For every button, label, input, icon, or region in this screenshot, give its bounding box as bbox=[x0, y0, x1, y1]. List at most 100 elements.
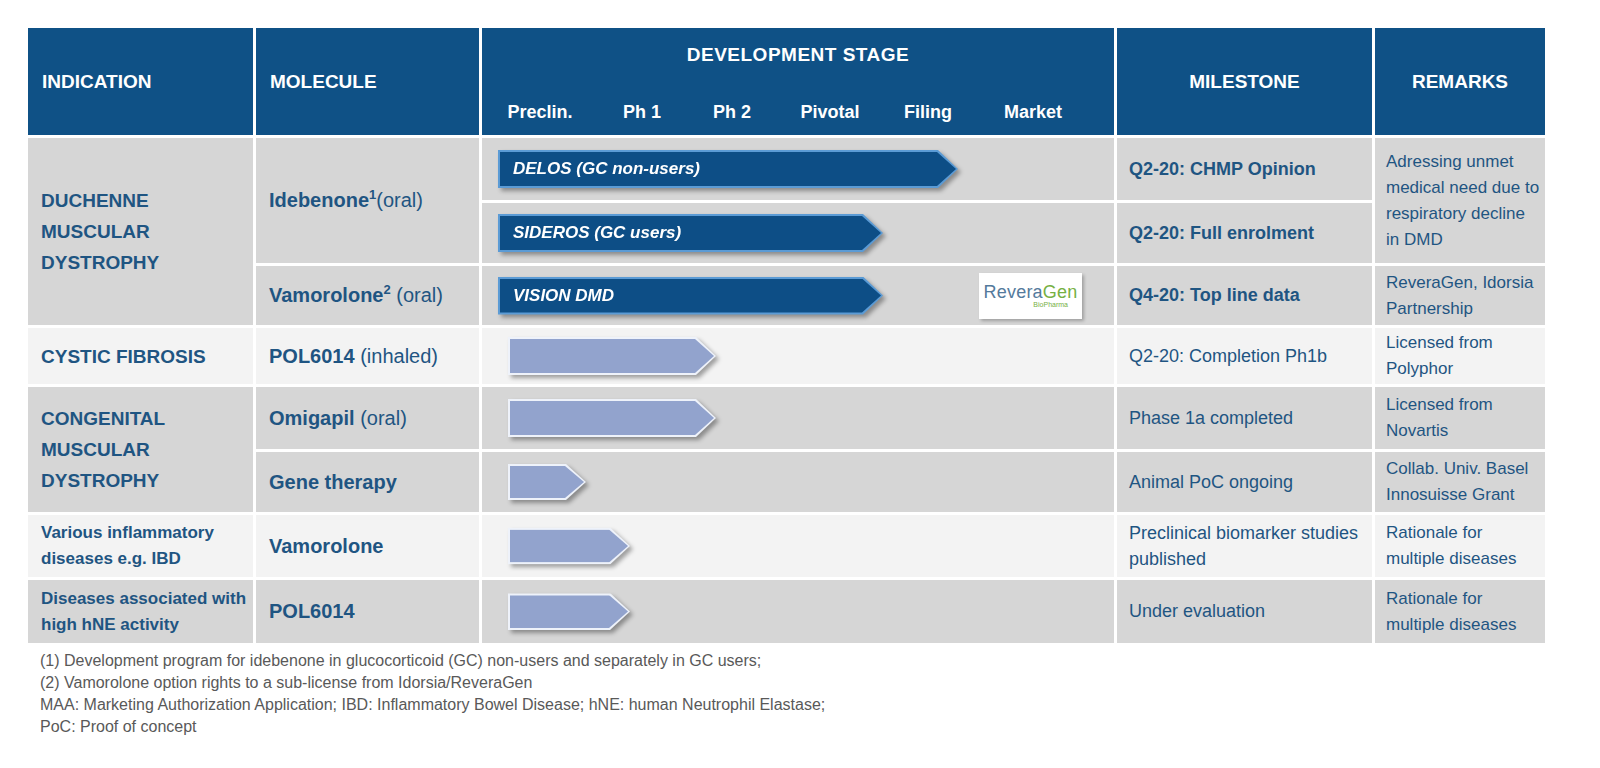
arrow-fill bbox=[510, 339, 714, 373]
molecule-pol6014-hne: POL6014 bbox=[256, 580, 479, 643]
column-header-development-stage: DEVELOPMENT STAGE Preclin. Ph 1 Ph 2 Piv… bbox=[482, 28, 1114, 135]
molecule-label: Vamorolone bbox=[269, 535, 383, 558]
trial-label: VISION DMD bbox=[513, 277, 614, 315]
remark-pol6014-hne: Rationale for multiple diseases bbox=[1375, 580, 1545, 643]
remark-vamorolone-ibd: Rationale for multiple diseases bbox=[1375, 515, 1545, 577]
remark-text: Rationale for multiple diseases bbox=[1386, 520, 1541, 572]
remark-gene-therapy: Collab. Univ. Basel Innosuisse Grant bbox=[1375, 452, 1545, 512]
pipeline-slide: INDICATION MOLECULE DEVELOPMENT STAGE Pr… bbox=[0, 0, 1600, 768]
phase-label-ph2: Ph 2 bbox=[713, 102, 751, 123]
phase-label-pivotal: Pivotal bbox=[800, 102, 859, 123]
remark-dmd: Adressing unmet medical need due to resp… bbox=[1375, 138, 1545, 263]
phase-label-ph1: Ph 1 bbox=[623, 102, 661, 123]
arrow-fill bbox=[510, 595, 628, 628]
header-label: MILESTONE bbox=[1189, 71, 1300, 93]
milestone-text: Q2-20: Full enrolment bbox=[1129, 223, 1314, 244]
footnote-line: PoC: Proof of concept bbox=[40, 716, 825, 738]
milestone-delos: Q2-20: CHMP Opinion bbox=[1117, 138, 1372, 200]
indication-label: CYSTIC FIBROSIS bbox=[41, 341, 206, 372]
indication-cf: CYSTIC FIBROSIS bbox=[28, 328, 253, 384]
footnotes: (1) Development program for idebenone in… bbox=[40, 650, 825, 738]
column-header-milestone: MILESTONE bbox=[1117, 28, 1372, 135]
molecule-idebenone: Idebenone1(oral) bbox=[256, 138, 479, 263]
remark-pol6014-cf: Licensed from Polyphor bbox=[1375, 328, 1545, 384]
pipeline-table: INDICATION MOLECULE DEVELOPMENT STAGE Pr… bbox=[28, 28, 1545, 643]
remark-text: Adressing unmet medical need due to resp… bbox=[1386, 149, 1541, 253]
dev-stage-delos: DELOS (GC non-users) bbox=[482, 138, 1114, 200]
phase-label-preclin: Preclin. bbox=[507, 102, 572, 123]
arrow-fill bbox=[510, 530, 628, 563]
indication-label: Diseases associated with high hNE activi… bbox=[41, 586, 253, 638]
remark-text: Licensed from Novartis bbox=[1386, 392, 1541, 444]
remark-text: Rationale for multiple diseases bbox=[1386, 586, 1541, 638]
remark-text: Licensed from Polyphor bbox=[1386, 330, 1541, 382]
milestone-text: Phase 1a completed bbox=[1129, 408, 1293, 429]
indication-label: DUCHENNE MUSCULAR DYSTROPHY bbox=[41, 185, 253, 278]
reveragen-logo: ReveraGen BioPharma bbox=[979, 273, 1082, 319]
molecule-label: Gene therapy bbox=[269, 471, 397, 494]
milestone-pol6014-cf: Q2-20: Completion Ph1b bbox=[1117, 328, 1372, 384]
milestone-omigapil: Phase 1a completed bbox=[1117, 387, 1372, 449]
dev-stage-sideros: SIDEROS (GC users) bbox=[482, 203, 1114, 263]
phase-label-market: Market bbox=[1004, 102, 1062, 123]
pipeline-arrow-delos: DELOS (GC non-users) bbox=[498, 150, 958, 188]
remark-text: ReveraGen, Idorsia Partnership bbox=[1386, 270, 1541, 322]
column-header-remarks: REMARKS bbox=[1375, 28, 1545, 135]
pipeline-arrow-vision: VISION DMD bbox=[498, 277, 883, 315]
dev-stage-vamorolone-ibd bbox=[482, 515, 1114, 577]
dev-stage-pol6014-cf bbox=[482, 328, 1114, 384]
pipeline-arrow-omigapil bbox=[508, 399, 716, 437]
indication-label: Various inflammatory diseases e.g. IBD bbox=[41, 520, 253, 572]
molecule-label: POL6014 bbox=[269, 600, 355, 623]
trial-label: DELOS (GC non-users) bbox=[513, 150, 700, 188]
milestone-gene-therapy: Animal PoC ongoing bbox=[1117, 452, 1372, 512]
milestone-pol6014-hne: Under evaluation bbox=[1117, 580, 1372, 643]
header-label: INDICATION bbox=[42, 71, 151, 93]
milestone-text: Under evaluation bbox=[1129, 601, 1265, 622]
pipeline-arrow-pol6014-hne bbox=[508, 593, 630, 630]
dev-stage-omigapil bbox=[482, 387, 1114, 449]
reveragen-tagline: BioPharma bbox=[1033, 301, 1068, 309]
milestone-text: Preclinical biomarker studies published bbox=[1129, 520, 1372, 572]
dev-stage-vision: VISION DMD ReveraGen BioPharma bbox=[482, 266, 1114, 325]
molecule-label: Vamorolone2 (oral) bbox=[269, 284, 443, 307]
remark-omigapil: Licensed from Novartis bbox=[1375, 387, 1545, 449]
column-header-indication: INDICATION bbox=[28, 28, 253, 135]
molecule-vamorolone-dmd: Vamorolone2 (oral) bbox=[256, 266, 479, 325]
arrow-fill bbox=[510, 401, 714, 435]
milestone-text: Animal PoC ongoing bbox=[1129, 472, 1293, 493]
indication-ibd: Various inflammatory diseases e.g. IBD bbox=[28, 515, 253, 577]
footnote-line: (2) Vamorolone option rights to a sub-li… bbox=[40, 672, 825, 694]
molecule-pol6014-cf: POL6014 (inhaled) bbox=[256, 328, 479, 384]
milestone-text: Q4-20: Top line data bbox=[1129, 285, 1300, 306]
indication-label: CONGENITAL MUSCULAR DYSTROPHY bbox=[41, 403, 253, 496]
pipeline-arrow-vamorolone-ibd bbox=[508, 528, 630, 565]
remark-text: Collab. Univ. Basel Innosuisse Grant bbox=[1386, 456, 1541, 508]
header-label: REMARKS bbox=[1412, 71, 1508, 93]
molecule-vamorolone-ibd: Vamorolone bbox=[256, 515, 479, 577]
molecule-omigapil: Omigapil (oral) bbox=[256, 387, 479, 449]
milestone-vamorolone-ibd: Preclinical biomarker studies published bbox=[1117, 515, 1372, 577]
footnote-line: MAA: Marketing Authorization Application… bbox=[40, 694, 825, 716]
column-header-molecule: MOLECULE bbox=[256, 28, 479, 135]
molecule-label: Omigapil (oral) bbox=[269, 407, 407, 430]
pipeline-arrow-gene-therapy bbox=[508, 464, 586, 500]
trial-label: SIDEROS (GC users) bbox=[513, 214, 681, 252]
molecule-gene-therapy: Gene therapy bbox=[256, 452, 479, 512]
milestone-text: Q2-20: CHMP Opinion bbox=[1129, 159, 1316, 180]
milestone-text: Q2-20: Completion Ph1b bbox=[1129, 346, 1327, 367]
molecule-label: POL6014 (inhaled) bbox=[269, 345, 438, 368]
pipeline-arrow-sideros: SIDEROS (GC users) bbox=[498, 214, 883, 252]
dev-stage-title: DEVELOPMENT STAGE bbox=[482, 44, 1114, 66]
footnote-line: (1) Development program for idebenone in… bbox=[40, 650, 825, 672]
phase-label-filing: Filing bbox=[904, 102, 952, 123]
reveragen-wordmark: ReveraGen bbox=[984, 283, 1078, 301]
milestone-vision: Q4-20: Top line data bbox=[1117, 266, 1372, 325]
pipeline-arrow-pol6014-cf bbox=[508, 337, 716, 375]
indication-dmd: DUCHENNE MUSCULAR DYSTROPHY bbox=[28, 138, 253, 325]
dev-stage-pol6014-hne bbox=[482, 580, 1114, 643]
header-label: MOLECULE bbox=[270, 71, 377, 93]
indication-cmd: CONGENITAL MUSCULAR DYSTROPHY bbox=[28, 387, 253, 512]
milestone-sideros: Q2-20: Full enrolment bbox=[1117, 203, 1372, 263]
indication-hne: Diseases associated with high hNE activi… bbox=[28, 580, 253, 643]
